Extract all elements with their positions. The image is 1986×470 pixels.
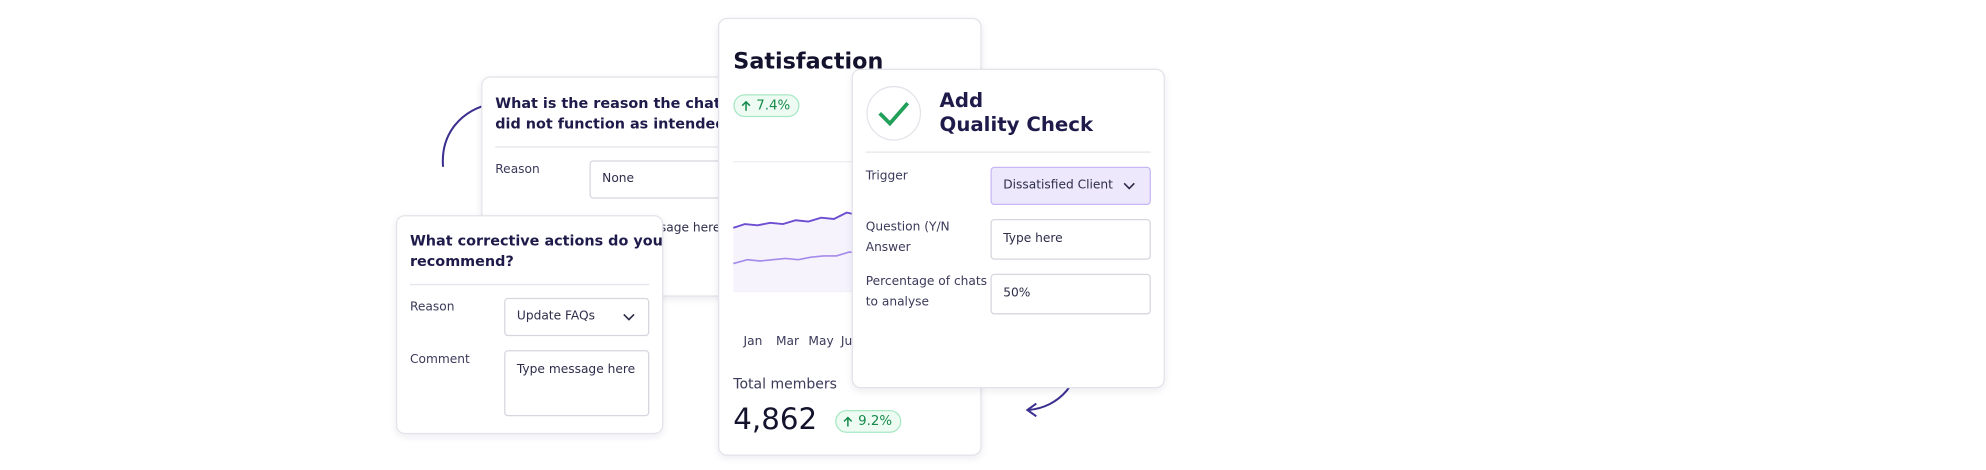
area (733, 212, 873, 292)
textarea[interactable]: Type message here (504, 350, 650, 417)
question-line: did not function as intended? (495, 115, 734, 133)
placeholder: Type here (1003, 231, 1063, 246)
label-line: Percentage of chats (865, 274, 988, 289)
total-label: Total members (733, 375, 837, 393)
quality-card: Add Quality Check Trigger Dissatisfied Cl… (851, 68, 1165, 389)
month-label: Jan (743, 334, 763, 349)
months: Jan Mar May Jun (719, 332, 980, 352)
label: Comment (409, 352, 470, 367)
question-line: What corrective actions do you (409, 232, 663, 250)
title: Add Quality Check (940, 89, 1094, 137)
input-value: 50% (1003, 286, 1031, 301)
select-value: Update FAQs (516, 309, 596, 324)
select[interactable]: Dissatisfied Client (990, 166, 1151, 205)
change: 7.4% (756, 98, 791, 114)
month-label: Mar (775, 334, 800, 349)
change-badge: 9.2% (835, 409, 902, 433)
input[interactable]: Type here (990, 218, 1151, 260)
line (733, 251, 873, 265)
select[interactable]: None (589, 160, 730, 199)
divider (495, 146, 738, 148)
label: Percentage of chats to analyse (866, 272, 987, 313)
divider (865, 151, 1151, 153)
title-line: Add (939, 89, 984, 113)
label-line: Answer (865, 240, 911, 255)
change-badge: 7.4% (733, 94, 800, 118)
input[interactable]: 50% (990, 273, 1151, 315)
actions-card: What corrective actions do you recommend?… (395, 215, 664, 435)
divider (409, 283, 650, 286)
total-value: 4,862 (733, 403, 818, 437)
label: Reason (495, 162, 540, 177)
placeholder: Type message here (516, 362, 636, 377)
chevron (1123, 182, 1135, 190)
up-icon (843, 416, 853, 427)
question: What is the reason the chatbot did not fu… (495, 94, 739, 135)
month-label: May (808, 334, 834, 349)
select-value: None (602, 171, 635, 186)
change: 9.2% (858, 413, 893, 430)
arrow-head (1025, 402, 1037, 418)
label: Reason (409, 300, 455, 315)
question: What corrective actions do you recommend? (409, 232, 663, 273)
title-line: Quality Check (939, 113, 1094, 137)
label-line: Question (Y/N (865, 220, 950, 235)
label: Trigger (865, 169, 908, 184)
select-value: Dissatisfied Client (1003, 178, 1113, 193)
up-icon (741, 100, 751, 111)
check-icon (866, 85, 922, 141)
question-line: What is the reason the chatbot (495, 95, 739, 113)
select[interactable]: Update FAQs (504, 297, 650, 337)
label-line: to analyse (865, 295, 930, 310)
line (733, 211, 873, 229)
chevron (623, 313, 635, 321)
question-line: recommend? (409, 253, 514, 270)
label: Question (Y/N Answer (866, 218, 950, 259)
